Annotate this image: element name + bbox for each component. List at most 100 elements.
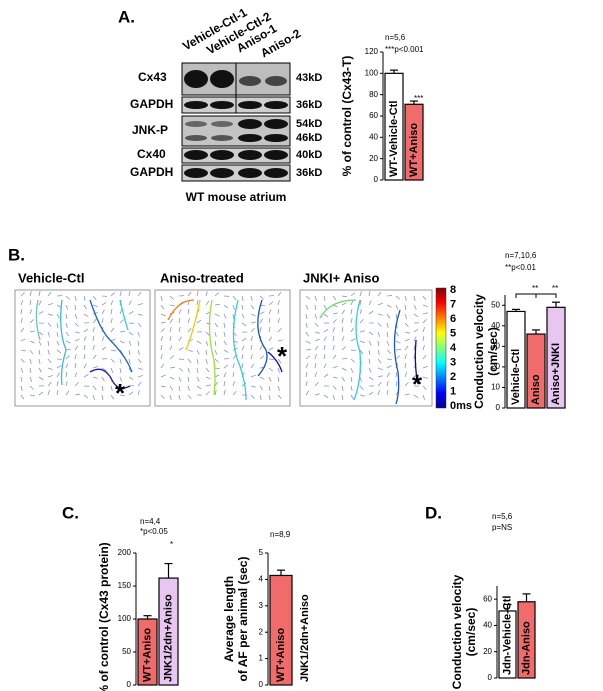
flow-arrow (137, 358, 142, 364)
y-tick-label: 20 (483, 647, 492, 656)
flow-arrow (250, 374, 256, 378)
flow-arrow (241, 322, 247, 327)
flow-arrow (332, 394, 336, 400)
flow-arrow (47, 322, 52, 328)
flow-arrow (56, 390, 59, 396)
annotation: n=5,6 (492, 512, 513, 521)
flow-arrow (404, 331, 410, 334)
flow-arrow (101, 336, 105, 342)
flow-arrow (137, 331, 140, 337)
flow-arrow (160, 304, 165, 310)
flow-arrow (74, 354, 77, 360)
flow-arrow (305, 381, 308, 387)
y-axis-label: Average length (222, 576, 236, 662)
flow-arrow (395, 381, 398, 387)
flow-arrow (29, 319, 34, 324)
annotation: ***p<0.001 (385, 45, 424, 54)
flow-arrow (187, 309, 190, 315)
flow-arrow (20, 385, 23, 391)
flow-arrow (187, 291, 192, 297)
flow-arrow (341, 367, 347, 371)
flow-arrow (178, 318, 181, 324)
flow-arrow (74, 304, 77, 310)
flow-arrow (110, 349, 116, 352)
flow-arrow (250, 394, 255, 399)
flow-arrow (128, 349, 131, 355)
colorbar-label: 3 (450, 356, 456, 368)
row-label: GAPDH (130, 165, 173, 179)
flow-arrow (65, 381, 68, 387)
flow-arrow (323, 295, 326, 301)
flow-arrow (413, 313, 419, 318)
flow-arrow (277, 309, 280, 315)
flow-arrow (92, 345, 95, 351)
flow-arrow (350, 358, 356, 363)
flow-arrow (83, 336, 87, 342)
flow-arrow (314, 295, 317, 301)
colorbar-label: 2 (450, 371, 456, 383)
flow-arrow (160, 328, 165, 333)
flow-arrow (29, 340, 35, 344)
flow-arrow (196, 340, 202, 345)
flow-arrow (92, 376, 98, 379)
isochrones (35, 299, 419, 405)
bar (498, 610, 517, 679)
flow-arrow (160, 363, 165, 369)
flow-arrow (422, 327, 426, 333)
flow-arrow (38, 300, 42, 306)
flow-arrow (305, 372, 308, 378)
flow-arrow (205, 376, 211, 380)
flow-arrow (259, 345, 263, 351)
flow-arrow (314, 354, 317, 360)
size-label: 54kD (296, 118, 322, 130)
size-label: 36kD (296, 99, 322, 111)
flow-arrow (404, 382, 409, 387)
flow-arrow (305, 295, 311, 300)
flow-arrow (137, 291, 142, 297)
flow-arrow (110, 309, 113, 315)
annotation: n=5,6 (385, 33, 406, 42)
flow-arrow (359, 291, 362, 297)
flow-arrow (38, 349, 41, 355)
flow-arrow (160, 321, 166, 324)
flow-arrow (422, 394, 425, 400)
panel-letter: B. (8, 245, 25, 264)
flow-arrow (83, 345, 86, 351)
flow-arrow (110, 300, 114, 306)
flow-arrow (169, 345, 173, 351)
bar (137, 618, 158, 686)
flow-arrow (350, 300, 354, 306)
y-axis-label: % of control (Cx43-T) (340, 56, 354, 177)
flow-arrow (214, 367, 221, 370)
flow-arrow (169, 295, 174, 300)
annotation: ** (552, 284, 558, 293)
y-tick-label: 40 (483, 621, 492, 630)
flow-arrow (187, 318, 190, 324)
colorbar-label: 5 (450, 327, 456, 339)
flow-arrow (277, 376, 280, 382)
flow-arrow (187, 376, 190, 382)
flow-arrow (323, 345, 326, 351)
flow-arrow (74, 372, 78, 378)
category-label: WT+Aniso (408, 123, 420, 177)
flow-arrow (277, 349, 283, 353)
size-label: 43kD (296, 72, 322, 84)
flow-arrow (101, 318, 104, 324)
flow-arrow (232, 363, 235, 369)
flow-arrow (305, 349, 312, 351)
flow-arrow (128, 331, 134, 336)
flow-arrow (323, 336, 327, 342)
flow-arrow (92, 366, 98, 369)
flow-arrow (137, 313, 143, 316)
flow-arrow (56, 349, 62, 354)
flow-arrow (83, 354, 86, 360)
flow-arrow (137, 375, 143, 378)
flow-arrow (196, 385, 202, 390)
flow-arrow (29, 330, 35, 333)
flow-arrow (205, 340, 209, 346)
flow-arrow (277, 358, 282, 364)
flow-arrow (232, 391, 237, 396)
blot-caption: WT mouse atrium (186, 190, 287, 204)
flow-arrow (386, 381, 389, 387)
flow-arrow (38, 291, 41, 297)
